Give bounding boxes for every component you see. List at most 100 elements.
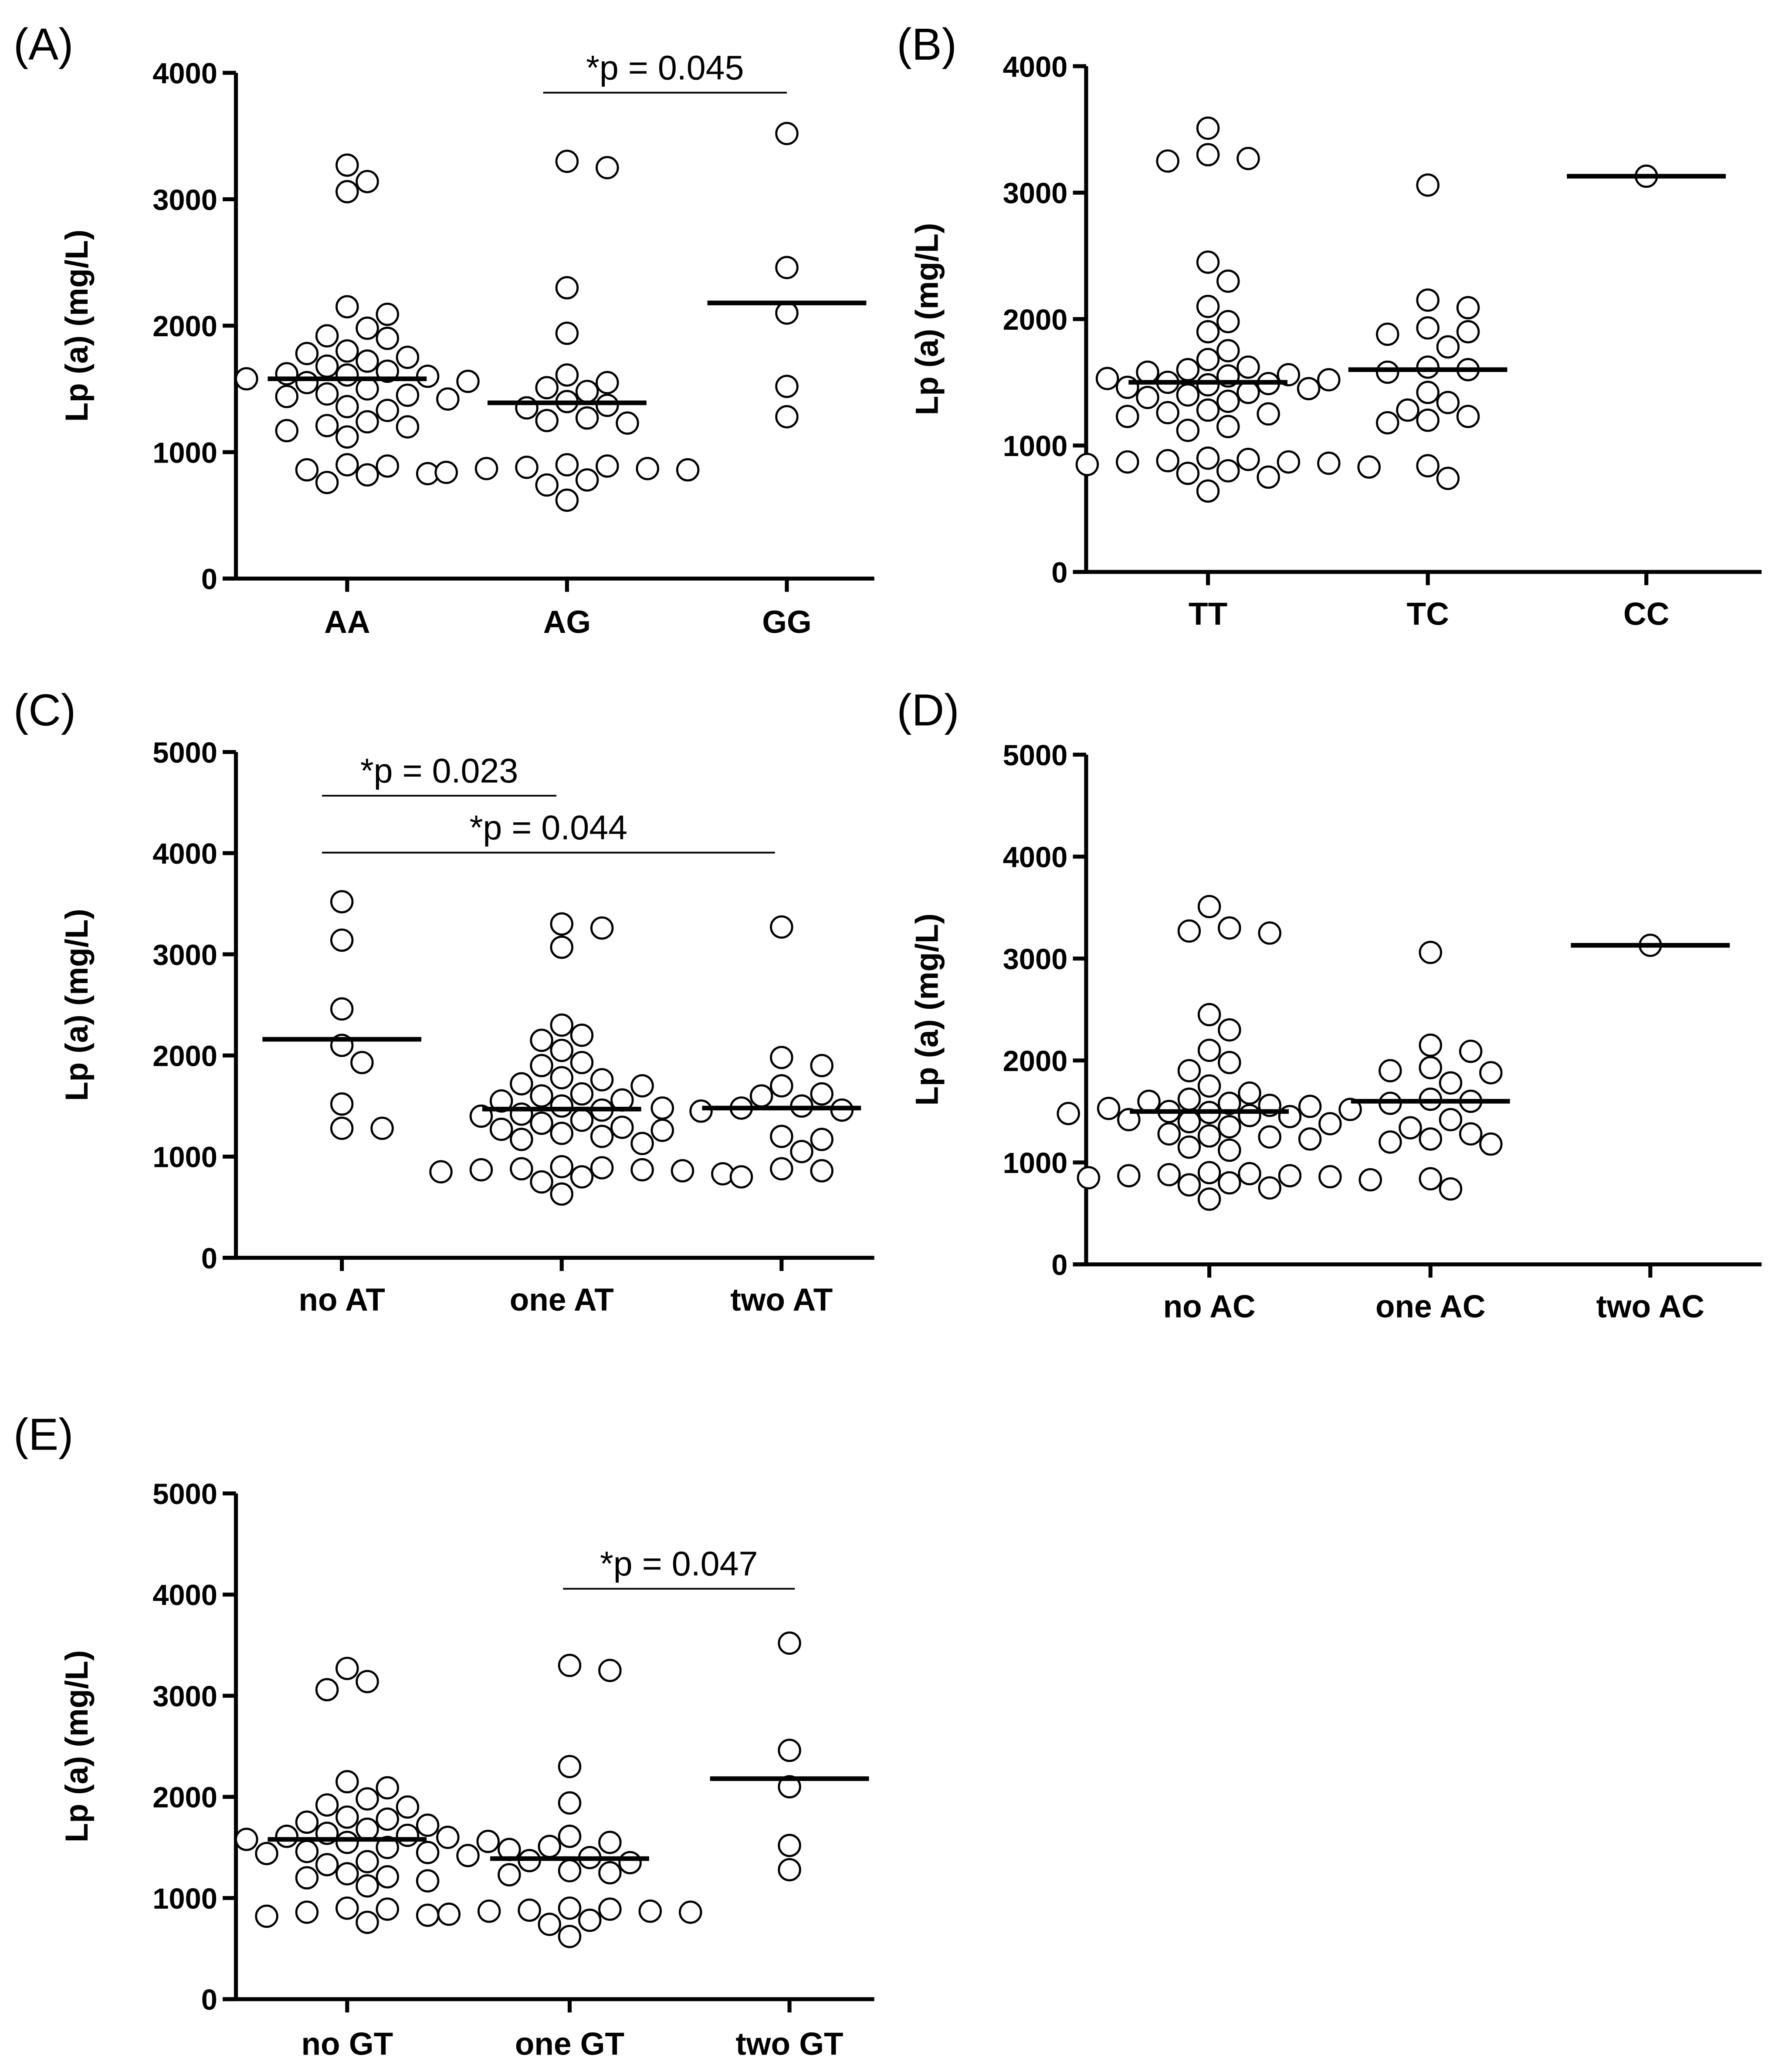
data-point — [770, 1074, 793, 1098]
data-point — [1196, 446, 1220, 470]
data-point — [335, 180, 359, 203]
data-point — [570, 1165, 594, 1189]
data-point — [416, 365, 440, 388]
data-point — [770, 915, 793, 939]
x-tick-label: two AT — [730, 1282, 833, 1318]
data-point — [1196, 250, 1220, 274]
data-point — [1416, 355, 1440, 379]
data-point — [1298, 1127, 1322, 1151]
y-axis-label: Lp (a) (mg/L) — [59, 909, 95, 1101]
data-point — [535, 376, 559, 399]
data-point — [376, 454, 399, 478]
data-point — [434, 460, 458, 484]
y-tick-label: 1000 — [152, 436, 217, 469]
data-point — [1238, 1104, 1261, 1127]
x-tick-label: AA — [324, 605, 370, 640]
data-point — [376, 1776, 399, 1800]
data-point — [1218, 1018, 1241, 1042]
x-tick-label: TT — [1189, 597, 1227, 632]
data-point — [1278, 1105, 1302, 1129]
data-point — [630, 1132, 654, 1155]
data-point — [1216, 339, 1240, 362]
data-point — [396, 383, 420, 407]
data-point — [1196, 479, 1220, 503]
x-tick-label: one AC — [1375, 1289, 1486, 1324]
data-point — [550, 1182, 574, 1206]
data-point — [1156, 449, 1179, 473]
data-point — [356, 1670, 379, 1693]
data-point — [1236, 448, 1260, 471]
data-point — [555, 276, 579, 300]
data-point — [1196, 294, 1220, 318]
data-point — [1077, 1166, 1101, 1190]
data-point — [1197, 1074, 1221, 1098]
data-point — [515, 456, 539, 479]
data-point — [678, 1900, 702, 1924]
data-point — [530, 1084, 553, 1108]
data-point — [535, 409, 559, 433]
data-point — [1456, 320, 1480, 344]
data-point — [1357, 455, 1381, 479]
data-point — [1197, 1038, 1221, 1062]
data-point — [558, 1925, 582, 1948]
data-point — [295, 371, 319, 395]
data-point — [356, 1874, 379, 1898]
data-point — [538, 1835, 562, 1858]
data-point — [1177, 1059, 1201, 1082]
data-point — [1177, 1110, 1201, 1133]
data-point — [1436, 391, 1460, 414]
y-axis-label: Lp (a) (mg/L) — [910, 913, 945, 1106]
data-point — [616, 411, 639, 435]
data-point — [477, 1900, 501, 1923]
data-point — [335, 1656, 359, 1680]
y-tick-label: 5000 — [152, 737, 217, 769]
data-point — [530, 1028, 553, 1052]
data-point — [1456, 296, 1480, 320]
data-point — [356, 1850, 379, 1873]
data-point — [1419, 940, 1442, 964]
data-point — [396, 1823, 420, 1847]
data-point — [538, 1913, 562, 1936]
data-point — [570, 1109, 594, 1132]
data-point — [550, 935, 574, 959]
data-point — [315, 382, 339, 406]
data-point — [1317, 451, 1341, 475]
data-point — [1218, 916, 1241, 940]
data-point — [350, 1051, 374, 1075]
data-point — [1236, 355, 1260, 379]
x-tick-label: CC — [1623, 597, 1669, 632]
data-point — [255, 1842, 278, 1866]
data-point — [778, 1834, 801, 1857]
data-point — [1197, 1124, 1221, 1148]
data-point — [1436, 466, 1460, 490]
panel-e: (E) 0 1000 2000 3000 4000 5000 Lp (a) (mg/L) no … — [14, 1409, 874, 2062]
data-point — [315, 1853, 339, 1876]
data-point — [596, 156, 619, 179]
data-point — [235, 367, 258, 391]
data-point — [1117, 1164, 1141, 1187]
data-point — [489, 1117, 513, 1141]
data-point — [335, 339, 359, 363]
y-tick-label: 1000 — [152, 1141, 217, 1174]
data-point — [596, 371, 619, 395]
data-point — [1396, 398, 1419, 422]
y-tick-label: 0 — [1051, 1249, 1067, 1281]
data-point — [510, 1128, 533, 1151]
data-point — [1399, 1116, 1422, 1139]
data-point — [1416, 454, 1440, 478]
data-point — [558, 1859, 582, 1883]
data-point — [356, 463, 379, 487]
data-point — [671, 1159, 694, 1183]
data-point — [775, 122, 799, 145]
data-point — [1419, 1056, 1442, 1079]
x-tick-label: no GT — [301, 2026, 393, 2062]
data-point — [396, 415, 420, 439]
data-point — [1278, 1164, 1302, 1187]
data-point — [570, 1051, 594, 1075]
data-point — [1196, 320, 1220, 344]
data-point — [590, 916, 614, 940]
data-point — [1177, 919, 1201, 943]
data-point — [1116, 375, 1139, 399]
data-point — [498, 1863, 521, 1886]
data-point — [810, 1054, 833, 1078]
